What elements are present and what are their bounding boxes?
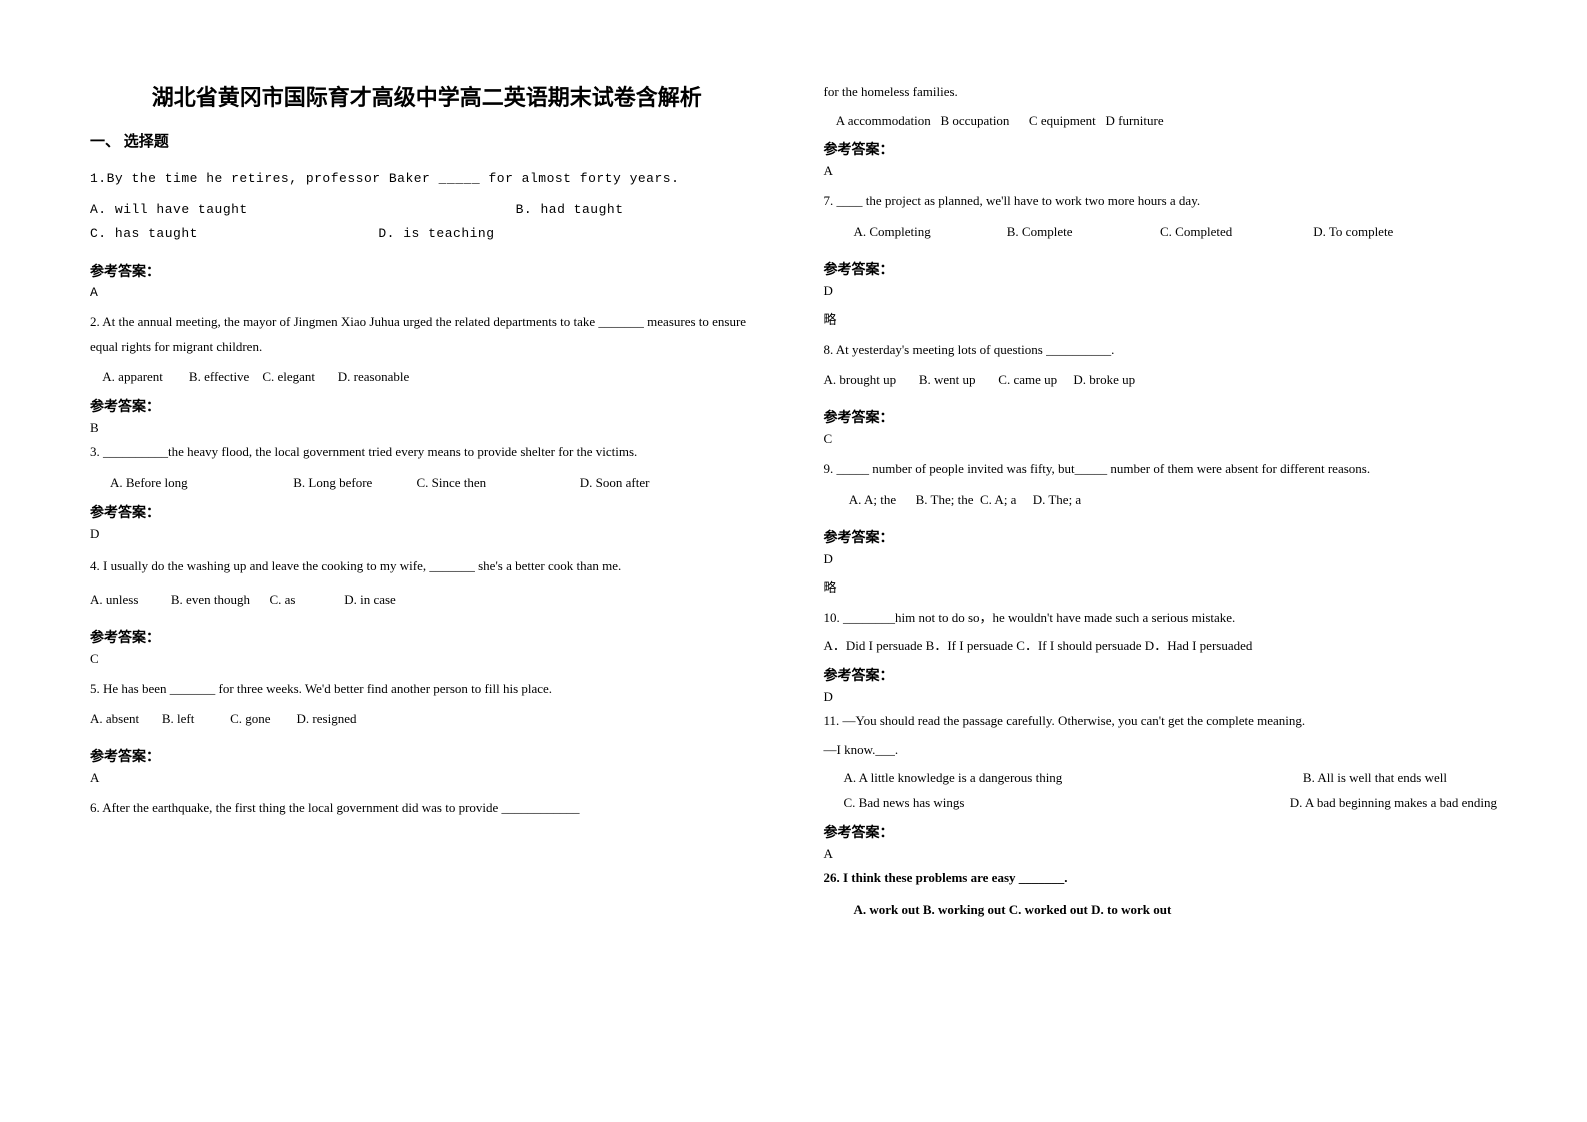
answer-3: D [90, 526, 764, 542]
opt-c: C. Bad news has wings [844, 791, 965, 816]
options: A. A; the B. The; the C. A; a D. The; a [824, 488, 1498, 513]
question-text: 2. At the annual meeting, the mayor of J… [90, 310, 764, 359]
question-3: 3. __________the heavy flood, the local … [90, 440, 764, 495]
question-text: 9. _____ number of people invited was fi… [824, 457, 1498, 482]
answer-9: D [824, 551, 1498, 567]
right-column: for the homeless families. A accommodati… [824, 80, 1498, 927]
answer-label: 参考答案： [824, 822, 1498, 842]
options: A. brought up B. went up C. came up D. b… [824, 368, 1498, 393]
answer-label: 参考答案： [90, 396, 764, 416]
answer-label: 参考答案： [824, 665, 1498, 685]
question-9: 9. _____ number of people invited was fi… [824, 457, 1498, 512]
answer-label: 参考答案： [824, 259, 1498, 279]
answer-7-note: 略 [824, 309, 1498, 328]
opt-d: D. To complete [1313, 220, 1409, 245]
answer-6: A [824, 163, 1498, 179]
answer-label: 参考答案： [90, 261, 764, 281]
question-4: 4. I usually do the washing up and leave… [90, 552, 764, 613]
question-2: 2. At the annual meeting, the mayor of J… [90, 310, 764, 390]
opt-a: A. Before long [110, 471, 290, 496]
options: A. work out B. working out C. worked out… [824, 898, 1498, 923]
page-columns: 湖北省黄冈市国际育才高级中学高二英语期末试卷含解析 一、 选择题 1.By th… [90, 80, 1497, 927]
question-text: 26. I think these problems are easy ____… [824, 866, 1498, 891]
question-1: 1.By the time he retires, professor Bake… [90, 167, 764, 247]
answer-label: 参考答案： [90, 502, 764, 522]
answer-label: 参考答案： [824, 139, 1498, 159]
opt-d: D. A bad beginning makes a bad ending [1290, 791, 1497, 816]
opt-b: B. Complete [1007, 220, 1157, 245]
options: A．Did I persuade B．If I persuade C．If I … [824, 634, 1498, 659]
answer-2: B [90, 420, 764, 436]
question-5: 5. He has been _______ for three weeks. … [90, 677, 764, 732]
left-column: 湖北省黄冈市国际育才高级中学高二英语期末试卷含解析 一、 选择题 1.By th… [90, 80, 764, 927]
opt-a: A. Completing [854, 220, 1004, 245]
question-11: 11. —You should read the passage careful… [824, 709, 1498, 816]
answer-7: D [824, 283, 1498, 299]
question-text: 3. __________the heavy flood, the local … [90, 440, 764, 465]
options: A. absent B. left C. gone D. resigned [90, 707, 764, 732]
question-text: for the homeless families. [824, 80, 1498, 105]
answer-label: 参考答案： [824, 527, 1498, 547]
question-8: 8. At yesterday's meeting lots of questi… [824, 338, 1498, 393]
question-text: 4. I usually do the washing up and leave… [90, 552, 764, 581]
answer-8: C [824, 431, 1498, 447]
opt-b: B. Long before [293, 471, 413, 496]
question-text: 5. He has been _______ for three weeks. … [90, 677, 764, 702]
question-26: 26. I think these problems are easy ____… [824, 866, 1498, 923]
question-text: 1.By the time he retires, professor Bake… [90, 167, 764, 192]
opt-b: B. All is well that ends well [1303, 766, 1447, 791]
question-10: 10. ________him not to do so，he wouldn't… [824, 606, 1498, 659]
answer-11: A [824, 846, 1498, 862]
question-text: 10. ________him not to do so，he wouldn't… [824, 606, 1498, 631]
options: A. will have taught B. had taught C. has… [90, 198, 764, 247]
question-6-part2: for the homeless families. A accommodati… [824, 80, 1498, 133]
opt-c: C. Since then [417, 471, 577, 496]
answer-label: 参考答案： [90, 746, 764, 766]
options: A. apparent B. effective C. elegant D. r… [90, 365, 764, 390]
options: A. A little knowledge is a dangerous thi… [824, 766, 1498, 815]
opt-a: A. A little knowledge is a dangerous thi… [844, 766, 1063, 791]
answer-5: A [90, 770, 764, 786]
question-text: 8. At yesterday's meeting lots of questi… [824, 338, 1498, 363]
answer-10: D [824, 689, 1498, 705]
question-text-2: —I know.___. [824, 738, 1498, 763]
exam-title: 湖北省黄冈市国际育才高级中学高二英语期末试卷含解析 [90, 80, 764, 112]
opt-c: C. Completed [1160, 220, 1310, 245]
section-header: 一、 选择题 [90, 130, 764, 151]
question-6-part1: 6. After the earthquake, the first thing… [90, 796, 764, 821]
options: A. Completing B. Complete C. Completed D… [824, 220, 1498, 245]
answer-4: C [90, 651, 764, 667]
options: A. Before long B. Long before C. Since t… [90, 471, 764, 496]
question-text: 7. ____ the project as planned, we'll ha… [824, 189, 1498, 214]
answer-1: A [90, 285, 764, 300]
options: A accommodation B occupation C equipment… [824, 109, 1498, 134]
answer-9-note: 略 [824, 577, 1498, 596]
answer-label: 参考答案： [824, 407, 1498, 427]
question-7: 7. ____ the project as planned, we'll ha… [824, 189, 1498, 244]
opt-d: D. is teaching [378, 226, 494, 241]
question-text: 11. —You should read the passage careful… [824, 709, 1498, 734]
options: A. unless B. even though C. as D. in cas… [90, 588, 764, 613]
opt-a: A. will have taught [90, 198, 248, 223]
opt-c: C. has taught [90, 222, 370, 247]
answer-label: 参考答案： [90, 627, 764, 647]
opt-b: B. had taught [516, 198, 624, 223]
opt-d: D. Soon after [580, 471, 666, 496]
question-text: 6. After the earthquake, the first thing… [90, 796, 764, 821]
